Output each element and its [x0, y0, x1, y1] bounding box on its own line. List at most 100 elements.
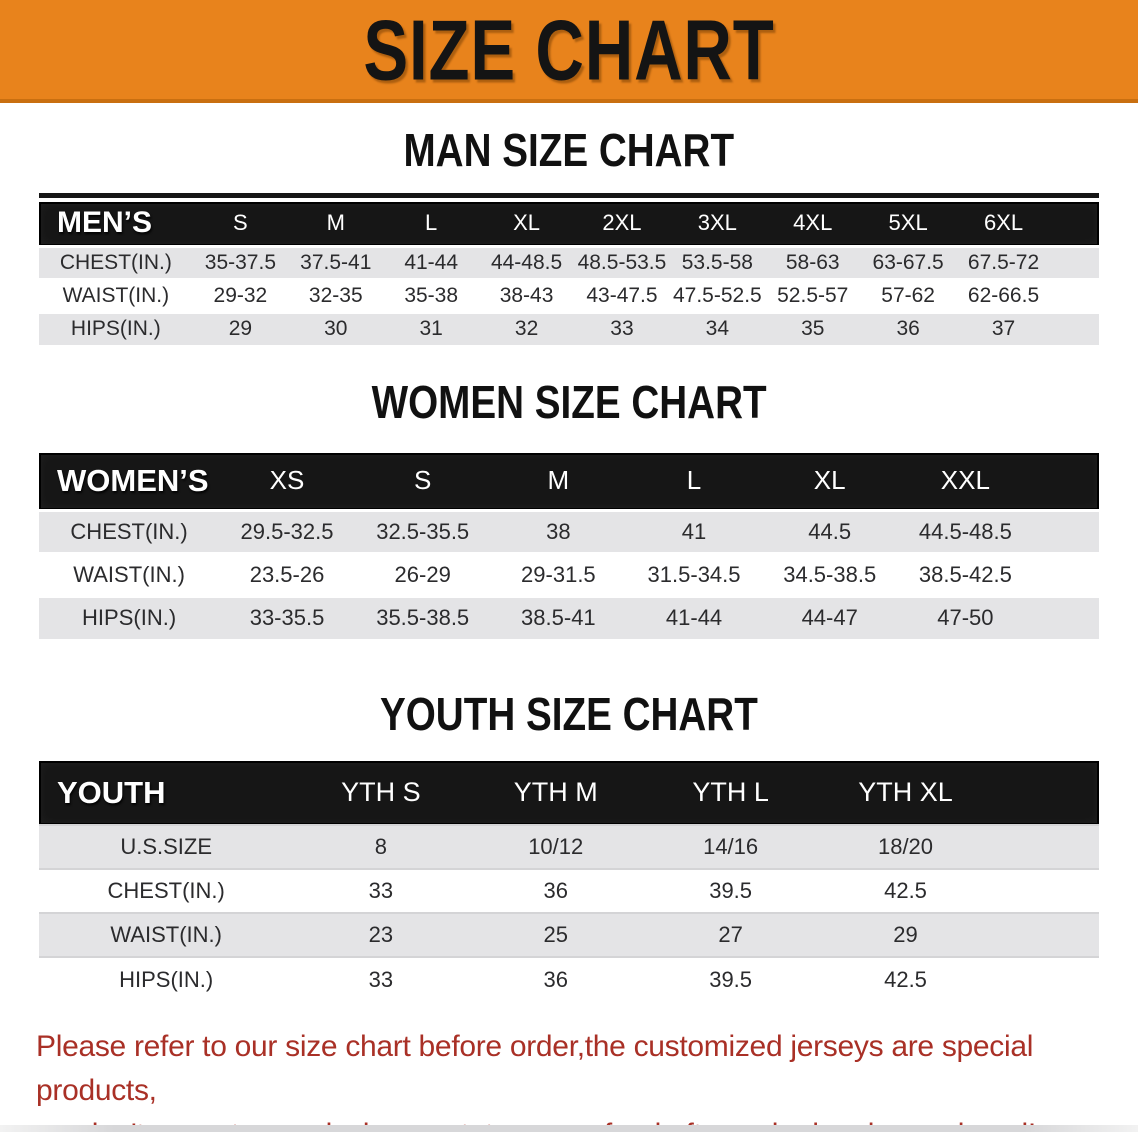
youth-size-column-header: YTH M	[513, 777, 598, 807]
youth-size-value: 36	[543, 966, 568, 992]
men-row-label: HIPS(IN.)	[70, 317, 161, 341]
women-size-value: 41-44	[665, 605, 723, 631]
men-size-column-header: S	[233, 210, 248, 236]
women-size-value: 44.5-48.5	[918, 518, 1012, 544]
women-measure-row: WAIST(IN.) 23.5-26 26-29 29-31.5 31.5-34.5 34…	[39, 553, 1099, 596]
men-size-value: 35	[801, 317, 825, 341]
women-row-label: WAIST(IN.)	[73, 561, 185, 587]
women-size-value: 23.5-26	[249, 561, 325, 587]
men-size-value: 32	[514, 317, 539, 341]
women-size-value: 26-29	[394, 561, 451, 587]
women-measure-row: CHEST(IN.) 29.5-32.5 32.5-35.5 38 41 44.5 44.5…	[39, 510, 1099, 553]
size-chart-banner: SIZE CHART	[0, 0, 1138, 103]
men-size-column-header: L	[425, 210, 438, 236]
men-measure-row: HIPS(IN.) 29 30 31 32 33 34 35 36 37	[39, 312, 1099, 345]
men-size-value: 35-37.5	[204, 250, 277, 274]
youth-section-heading: YOUTH SIZE CHART	[0, 687, 1138, 741]
women-row-label: HIPS(IN.)	[82, 605, 177, 631]
youth-size-value: 23	[368, 922, 394, 947]
women-section-heading: WOMEN SIZE CHART	[0, 375, 1138, 429]
women-size-value: 33-35.5	[249, 605, 325, 631]
men-section-heading-text: MAN SIZE CHART	[403, 124, 735, 176]
youth-size-value: 39.5	[709, 966, 753, 992]
men-row-filler	[1051, 279, 1099, 312]
youth-row-filler	[993, 957, 1099, 1001]
men-row-filler	[1051, 246, 1099, 279]
youth-size-value: 18/20	[877, 834, 934, 859]
men-size-value: 41-44	[404, 250, 459, 274]
youth-size-value: 14/16	[703, 834, 759, 859]
youth-measure-row: HIPS(IN.) 33 36 39.5 42.5	[39, 957, 1099, 1001]
women-table: WOMEN’S XS S M L XL XXL CHEST(IN.) 29.5-32.5 32.5…	[39, 453, 1099, 639]
youth-row-label: HIPS(IN.)	[119, 966, 214, 992]
men-row-label: CHEST(IN.)	[59, 250, 172, 274]
youth-measure-row: U.S.SIZE 8 10/12 14/16 18/20	[39, 825, 1099, 869]
women-size-value: 31.5-34.5	[647, 561, 741, 587]
men-size-value: 47.5-52.5	[672, 283, 762, 307]
women-size-column-header: S	[414, 465, 432, 496]
youth-section-heading-text: YOUTH SIZE CHART	[380, 688, 758, 740]
women-size-column-header: XXL	[940, 465, 990, 496]
men-header-row: MEN’S S M L XL 2XL 3XL 4XL 5XL 6XL	[39, 202, 1099, 246]
men-size-value: 29-32	[213, 283, 268, 307]
men-size-value: 67.5-72	[967, 250, 1040, 274]
youth-size-value: 10/12	[528, 834, 584, 859]
women-size-column-header: L	[686, 465, 702, 496]
banner-title: SIZE CHART	[363, 1, 775, 98]
disclaimer-line-1: Please refer to our size chart before or…	[36, 1030, 1034, 1107]
men-size-value: 63-67.5	[872, 250, 944, 274]
men-measure-row: WAIST(IN.) 29-32 32-35 35-38 38-43 43-47.5 47.…	[39, 279, 1099, 312]
women-size-value: 38.5-41	[521, 605, 596, 631]
women-row-filler	[1033, 510, 1099, 553]
men-size-value: 57-62	[881, 283, 935, 307]
youth-header-row: YOUTH YTH S YTH M YTH L YTH XL	[39, 761, 1099, 825]
men-size-column-header: 4XL	[793, 210, 833, 236]
men-size-value: 37	[991, 317, 1016, 341]
men-size-column-header: 2XL	[602, 210, 642, 236]
women-size-value: 35.5-38.5	[376, 605, 470, 631]
youth-measure-row: WAIST(IN.) 23 25 27 29	[39, 913, 1099, 957]
women-size-column-header: M	[547, 465, 570, 496]
women-row-label: CHEST(IN.)	[70, 518, 188, 544]
men-size-value: 38-43	[499, 283, 554, 307]
youth-row-label: WAIST(IN.)	[110, 922, 222, 947]
women-size-value: 29-31.5	[521, 561, 596, 587]
men-size-value: 34	[705, 317, 730, 341]
women-size-value: 32.5-35.5	[376, 518, 470, 544]
youth-size-value: 42.5	[884, 878, 927, 903]
men-size-column-header: 5XL	[888, 210, 928, 236]
men-size-value: 35-38	[404, 283, 459, 307]
women-size-column-header: XS	[269, 465, 305, 496]
youth-table: YOUTH YTH S YTH M YTH L YTH XL U.S.SIZE 8 10/12…	[39, 761, 1099, 1001]
youth-header-filler	[993, 761, 1099, 825]
men-size-column-header: XL	[513, 210, 541, 236]
men-measure-row: CHEST(IN.) 35-37.5 37.5-41 41-44 44-48.5 48.5…	[39, 246, 1099, 279]
youth-size-value: 33	[368, 878, 394, 903]
men-table: MEN’S S M L XL 2XL 3XL 4XL 5XL 6XL CHEST(IN.) 35-37…	[39, 202, 1099, 345]
men-size-value: 43-47.5	[586, 283, 658, 307]
youth-row-label: CHEST(IN.)	[107, 878, 225, 903]
men-size-value: 52.5-57	[777, 283, 849, 307]
women-size-value: 34.5-38.5	[783, 561, 877, 587]
youth-size-value: 42.5	[884, 966, 927, 992]
men-size-value: 37.5-41	[300, 250, 372, 274]
women-size-value: 38.5-42.5	[918, 561, 1012, 587]
youth-size-value: 8	[374, 834, 387, 859]
men-size-value: 48.5-53.5	[577, 250, 667, 274]
youth-size-value: 27	[718, 922, 743, 947]
men-size-value: 62-66.5	[967, 283, 1040, 307]
youth-size-value: 25	[543, 922, 568, 947]
women-size-value: 44-47	[801, 605, 858, 631]
youth-size-column-header: YTH XL	[858, 777, 953, 807]
bottom-edge-strip	[0, 1125, 1138, 1132]
youth-size-column-header: YTH S	[341, 777, 421, 807]
men-size-value: 36	[896, 317, 920, 341]
youth-row-filler	[993, 825, 1099, 869]
women-size-value: 29.5-32.5	[240, 518, 334, 544]
men-row-filler	[1051, 312, 1099, 345]
men-section-heading: MAN SIZE CHART	[0, 123, 1138, 177]
youth-size-value: 33	[368, 966, 394, 992]
youth-row-filler	[993, 869, 1099, 913]
women-row-filler	[1033, 553, 1099, 596]
youth-size-table: YOUTH YTH S YTH M YTH L YTH XL U.S.SIZE 8 10/12…	[39, 761, 1099, 1001]
